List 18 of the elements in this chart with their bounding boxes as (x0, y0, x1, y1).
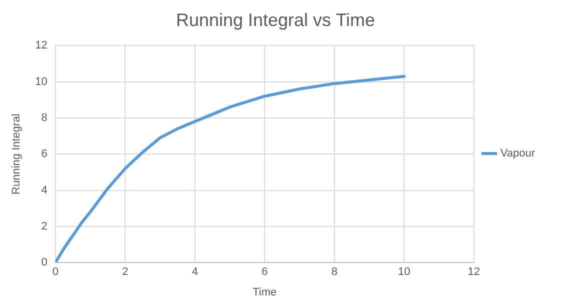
x-tick-label: 12 (468, 266, 480, 278)
y-tick-label: 2 (41, 220, 48, 232)
y-tick-label: 12 (35, 40, 48, 52)
y-tick-label: 10 (35, 76, 48, 88)
y-tick-label: 0 (41, 256, 48, 269)
y-tick-label: 4 (41, 184, 48, 196)
legend-label: Vapour (500, 148, 536, 160)
x-tick-label: 6 (262, 266, 268, 278)
x-tick-label: 8 (331, 266, 338, 278)
y-tick-label: 8 (41, 112, 48, 124)
y-axis-title: Running Integral (10, 114, 23, 194)
x-tick-label: 10 (398, 266, 410, 278)
x-tick-label: 4 (192, 266, 198, 278)
x-tick-label: 2 (122, 266, 128, 278)
y-tick-label: 6 (41, 148, 48, 160)
x-axis-title: Time (252, 286, 277, 298)
x-tick-label: 0 (52, 266, 58, 278)
chart-title: Running Integral vs Time (176, 10, 376, 30)
